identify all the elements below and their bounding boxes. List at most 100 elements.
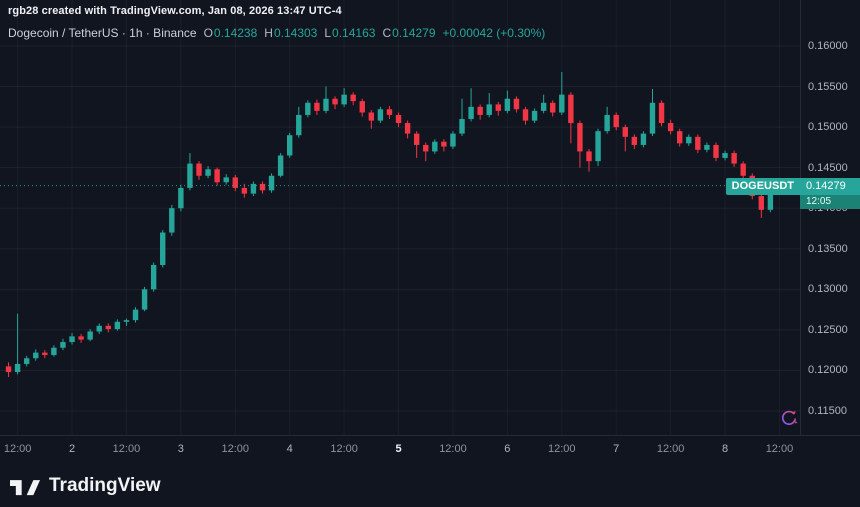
last-price-label: DOGEUSDT 0.14279 12:05 — [725, 177, 860, 209]
candle-body — [196, 163, 202, 176]
candle-body — [540, 102, 547, 111]
candle-body — [631, 136, 638, 145]
price-tick-label: 0.15500 — [808, 80, 848, 93]
candle-body — [132, 309, 139, 321]
legend[interactable]: Dogecoin / TetherUS · 1h · Binance O0.14… — [8, 26, 545, 40]
candle-body — [259, 183, 266, 191]
candle-body — [404, 123, 411, 134]
open-value: 0.14238 — [213, 26, 258, 40]
candle-body — [60, 342, 66, 348]
candle-body — [577, 123, 583, 152]
candle-body — [386, 109, 393, 115]
candle-body — [223, 177, 229, 183]
time-tick-label: 12:00 — [221, 443, 250, 455]
candle-body — [286, 135, 293, 156]
bar-countdown: 12:05 — [800, 194, 860, 209]
candle-body — [69, 336, 75, 343]
candle-body — [323, 98, 329, 111]
candle-body — [550, 102, 556, 113]
close-label: C — [382, 26, 392, 40]
candle-body — [395, 114, 402, 124]
candle-body — [205, 169, 211, 176]
time-tick-label: 7 — [613, 443, 620, 455]
candle-body — [767, 191, 774, 210]
time-tick-label: 6 — [504, 443, 511, 455]
open-label: O — [203, 26, 213, 40]
time-tick-label: 5 — [395, 443, 402, 455]
candle-body — [250, 183, 257, 194]
candle-body — [214, 169, 220, 183]
candle-body — [586, 151, 592, 162]
candle-body — [314, 102, 320, 111]
symbol-tag: DOGEUSDT — [725, 177, 800, 195]
candlestick-plot[interactable] — [0, 0, 800, 435]
price-axis[interactable]: 0.160000.155000.150000.145000.140000.135… — [800, 0, 860, 435]
ohlc-high: H0.14303 — [264, 26, 317, 40]
candle-body — [14, 363, 21, 373]
high-value: 0.14303 — [273, 26, 318, 40]
candle-body — [241, 187, 248, 194]
time-tick-label: 12:00 — [548, 443, 576, 455]
candle-body — [350, 94, 356, 102]
last-price-value: 0.14279 — [800, 177, 860, 195]
candle-body — [160, 232, 166, 265]
time-tick-label: 2 — [68, 443, 76, 455]
candle-body — [187, 163, 193, 188]
candle-body — [713, 144, 719, 158]
candle-body — [296, 114, 302, 136]
candle-body — [468, 106, 474, 119]
price-tick-label: 0.12000 — [808, 364, 848, 377]
last-price-row: DOGEUSDT 0.14279 — [725, 177, 860, 195]
time-axis[interactable]: 12:00 2 12:00 3 12:00 4 12:00 5 12:00 6 12:00 7 12:0… — [0, 435, 860, 462]
tradingview-logo[interactable]: TradingView — [10, 475, 161, 497]
candle-body — [368, 112, 375, 121]
price-tick-label: 0.16000 — [808, 39, 848, 52]
time-tick-label: 8 — [721, 443, 729, 455]
time-tick-label: 12:00 — [439, 443, 467, 455]
candle-body — [332, 98, 338, 105]
candle-body — [413, 133, 420, 145]
candle-body — [277, 155, 284, 176]
symbol-title[interactable]: Dogecoin / TetherUS · 1h · Binance — [8, 26, 197, 40]
candle-body — [42, 352, 48, 356]
price-tick-label: 0.15000 — [808, 121, 848, 134]
high-label: H — [264, 26, 273, 40]
candle-body — [423, 144, 429, 152]
candle-body — [105, 325, 112, 330]
candle-body — [87, 331, 93, 340]
candle-body — [758, 196, 765, 210]
candle-body — [504, 98, 511, 111]
ohlc-low: L0.14163 — [324, 26, 375, 40]
candle-body — [441, 141, 447, 147]
price-tick-label: 0.13000 — [808, 283, 848, 296]
candle-body — [114, 321, 121, 330]
candle-body — [531, 110, 538, 121]
close-value: 0.14279 — [392, 26, 436, 40]
time-tick-label: 12:00 — [656, 443, 685, 455]
candle-body — [486, 104, 492, 115]
candle-body — [268, 175, 275, 191]
price-tick-label: 0.11500 — [808, 404, 847, 417]
low-value: 0.14163 — [332, 26, 376, 40]
candle-body — [676, 131, 683, 144]
time-tick-label: 12:00 — [3, 443, 32, 455]
candle-body — [178, 187, 184, 209]
candle-body — [704, 144, 710, 150]
candle-body — [5, 366, 12, 373]
time-tick-label: 3 — [177, 443, 184, 455]
candle-body — [459, 118, 465, 134]
price-tick-label: 0.12500 — [808, 323, 848, 336]
refresh-icon[interactable] — [779, 408, 799, 433]
candle-body — [595, 131, 601, 162]
low-label: L — [324, 26, 332, 40]
candle-body — [232, 177, 238, 188]
candle-body — [731, 153, 737, 164]
candle-body — [477, 106, 483, 115]
candle-body — [123, 320, 130, 322]
candle-body — [722, 153, 728, 158]
tradingview-mark — [10, 480, 40, 496]
change-value: +0.00042 (+0.30%) — [442, 26, 546, 40]
candle-body — [359, 101, 365, 113]
candle-body — [559, 94, 565, 113]
